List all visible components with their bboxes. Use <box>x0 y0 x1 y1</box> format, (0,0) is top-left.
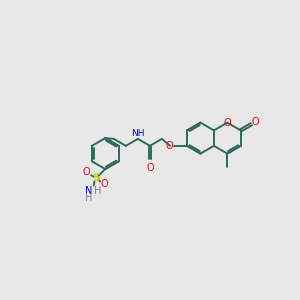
Text: O: O <box>100 179 108 189</box>
Text: O: O <box>224 118 231 128</box>
Text: NH: NH <box>131 129 145 138</box>
Text: N: N <box>85 186 92 196</box>
Text: O: O <box>83 167 91 177</box>
Text: O: O <box>251 117 259 127</box>
Text: H: H <box>94 186 102 196</box>
Text: O: O <box>166 141 173 151</box>
Text: S: S <box>92 173 100 183</box>
Text: H: H <box>85 193 92 203</box>
Text: O: O <box>146 163 154 172</box>
